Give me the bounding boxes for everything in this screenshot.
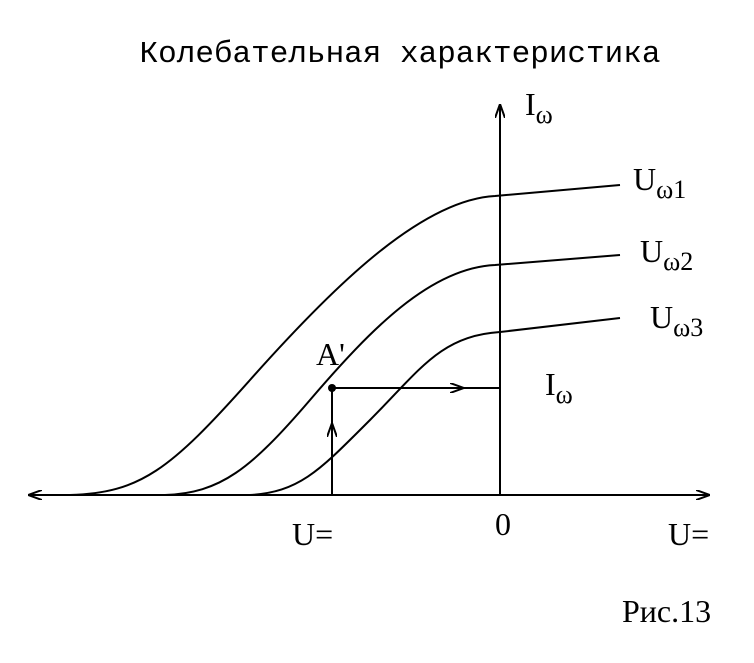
curve-label: Uω3 <box>650 299 703 342</box>
projection-x-label: U= <box>292 516 333 552</box>
point-a <box>328 384 336 392</box>
curve-label: Uω1 <box>633 161 686 204</box>
curve-2 <box>164 254 621 496</box>
y-axis-label: Iω <box>525 86 553 129</box>
curve-3 <box>249 317 621 496</box>
origin-label: 0 <box>495 506 511 542</box>
title: Колебательная характеристика <box>140 37 661 72</box>
x-axis-label: U= <box>668 516 709 552</box>
curve-1 <box>69 184 621 496</box>
curve-label: Uω2 <box>640 233 693 276</box>
point-label: A' <box>316 336 345 372</box>
projection-y-label: Iω <box>545 366 573 409</box>
caption: Рис.13 <box>622 593 711 629</box>
